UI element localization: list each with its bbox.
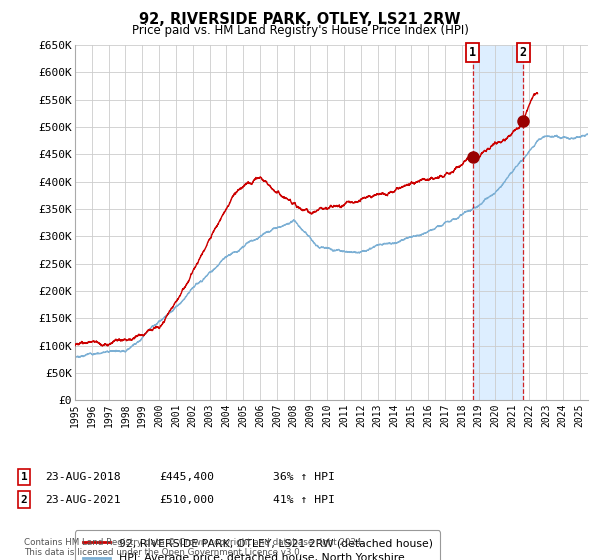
Text: 23-AUG-2021: 23-AUG-2021 [45, 494, 121, 505]
Text: Price paid vs. HM Land Registry's House Price Index (HPI): Price paid vs. HM Land Registry's House … [131, 24, 469, 37]
Text: 36% ↑ HPI: 36% ↑ HPI [273, 472, 335, 482]
Text: 2: 2 [20, 494, 28, 505]
Text: Contains HM Land Registry data © Crown copyright and database right 2024.
This d: Contains HM Land Registry data © Crown c… [24, 538, 364, 557]
Text: 2: 2 [520, 46, 527, 59]
Legend: 92, RIVERSIDE PARK, OTLEY, LS21 2RW (detached house), HPI: Average price, detach: 92, RIVERSIDE PARK, OTLEY, LS21 2RW (det… [75, 530, 440, 560]
Text: 23-AUG-2018: 23-AUG-2018 [45, 472, 121, 482]
Text: 92, RIVERSIDE PARK, OTLEY, LS21 2RW: 92, RIVERSIDE PARK, OTLEY, LS21 2RW [139, 12, 461, 27]
Text: £445,400: £445,400 [159, 472, 214, 482]
Text: 1: 1 [20, 472, 28, 482]
Bar [473, 45, 523, 400]
Text: 1: 1 [469, 46, 476, 59]
Text: 41% ↑ HPI: 41% ↑ HPI [273, 494, 335, 505]
Text: £510,000: £510,000 [159, 494, 214, 505]
